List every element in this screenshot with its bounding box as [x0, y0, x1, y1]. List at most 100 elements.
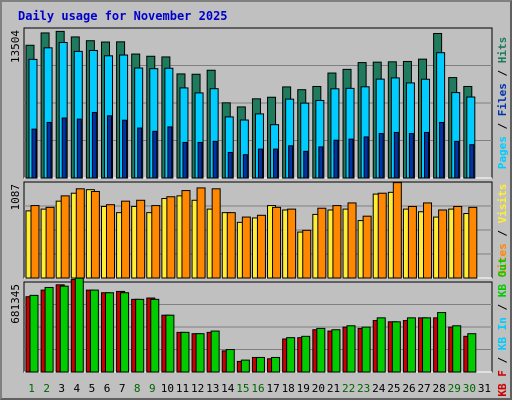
pages-bar [152, 130, 158, 179]
pages-bar [227, 151, 233, 179]
kb-in-bar [74, 277, 84, 373]
pages-bar [378, 133, 384, 179]
sites-bar [166, 196, 176, 279]
pages-bar [61, 117, 67, 179]
sites-bar [317, 207, 327, 279]
sites-bar [347, 202, 357, 279]
day-label: 30 [463, 382, 476, 395]
day-label: 28 [433, 382, 446, 395]
sites-bar [453, 205, 463, 279]
kb-in-bar [406, 317, 416, 373]
day-label: 3 [58, 382, 65, 395]
pages-bar [31, 128, 37, 179]
pages-bar [91, 111, 97, 179]
kb-in-bar [361, 326, 371, 373]
pages-bar [182, 141, 188, 179]
kb-in-bar [29, 294, 39, 373]
chart-title: Daily usage for November 2025 [18, 9, 228, 23]
day-label: 27 [417, 382, 430, 395]
day-label: 1 [28, 382, 35, 395]
sites-bar [423, 202, 433, 279]
kb-in-bar [422, 317, 432, 373]
day-label: 20 [312, 382, 325, 395]
day-label: 23 [357, 382, 370, 395]
day-label: 31 [478, 382, 491, 395]
pages-bar [454, 140, 460, 179]
sites-bar [181, 190, 191, 279]
pages-bar [242, 154, 248, 179]
pages-bar [363, 136, 369, 179]
day-label: 10 [161, 382, 174, 395]
day-label: 29 [448, 382, 461, 395]
day-label: 5 [89, 382, 96, 395]
day-label: 16 [251, 382, 264, 395]
day-label: 11 [176, 382, 189, 395]
day-labels: 1 2 3 4 5 6 7 8 9 10 11 12 13 14 15 16 17 18 19 20 21 22 23 24 2… [28, 382, 491, 395]
sites-bar [105, 204, 115, 279]
pages-bar [167, 126, 173, 179]
day-label: 9 [149, 382, 156, 395]
sites-bar [256, 214, 266, 279]
day-label: 6 [104, 382, 111, 395]
sites-bar [287, 208, 297, 279]
pages-bar [469, 144, 475, 179]
sites-bar [30, 205, 40, 279]
day-label: 7 [119, 382, 126, 395]
day-label: 15 [236, 382, 249, 395]
sites-bar [241, 216, 251, 279]
pages-bar [288, 145, 294, 179]
sites-bar [121, 200, 131, 279]
pages-bar [212, 140, 218, 179]
pages-bar [348, 138, 354, 179]
pages-bar [318, 146, 324, 179]
day-label: 17 [266, 382, 279, 395]
kb-in-bar [286, 337, 296, 373]
pages-bar [273, 148, 279, 179]
kb-in-bar [210, 330, 220, 373]
legend-hits-files-pages: Pages / Files / Hits [496, 37, 509, 170]
sites-bar [136, 199, 146, 279]
kb-in-bar [452, 325, 462, 373]
pages-bar [137, 127, 143, 179]
pages-bar [439, 121, 445, 179]
pages-bar [76, 118, 82, 179]
pages-bar [333, 139, 339, 179]
kb-in-bar [301, 335, 311, 373]
kb-in-bar [346, 325, 356, 373]
day-label: 2 [43, 382, 50, 395]
ymax-label: 681345 [9, 284, 22, 324]
kb-in-bar [59, 285, 69, 373]
day-label: 4 [74, 382, 81, 395]
panel-1: 13504 Pages / Files / Hits [9, 27, 509, 179]
kb-in-bar [195, 333, 205, 373]
sites-bar [362, 215, 372, 279]
sites-bar [407, 205, 417, 279]
kb-in-bar [271, 356, 281, 373]
day-label: 25 [387, 382, 400, 395]
kb-in-bar [89, 289, 99, 373]
kb-in-bar [180, 331, 190, 373]
pages-bar [46, 121, 52, 179]
sites-bar [392, 182, 402, 279]
kb-in-bar [120, 292, 130, 373]
sites-bar [377, 192, 387, 279]
pages-bar [122, 119, 128, 179]
kb-in-bar [437, 312, 447, 373]
panel-2: 1087 Sites / Visits [9, 181, 509, 279]
pages-bar [424, 131, 430, 179]
sites-bar [211, 188, 221, 279]
kb-in-bar [255, 356, 265, 373]
day-label: 24 [372, 382, 386, 395]
day-label: 26 [402, 382, 415, 395]
ymax-label: 13504 [9, 30, 22, 63]
day-label: 19 [297, 382, 310, 395]
pages-bar [408, 133, 414, 179]
pages-bar [303, 150, 309, 179]
ymax-label: 1087 [9, 184, 22, 211]
pages-bar [197, 141, 203, 179]
day-label: 13 [206, 382, 219, 395]
sites-bar [226, 212, 236, 279]
kb-in-bar [104, 292, 114, 373]
kb-in-bar [316, 327, 326, 373]
